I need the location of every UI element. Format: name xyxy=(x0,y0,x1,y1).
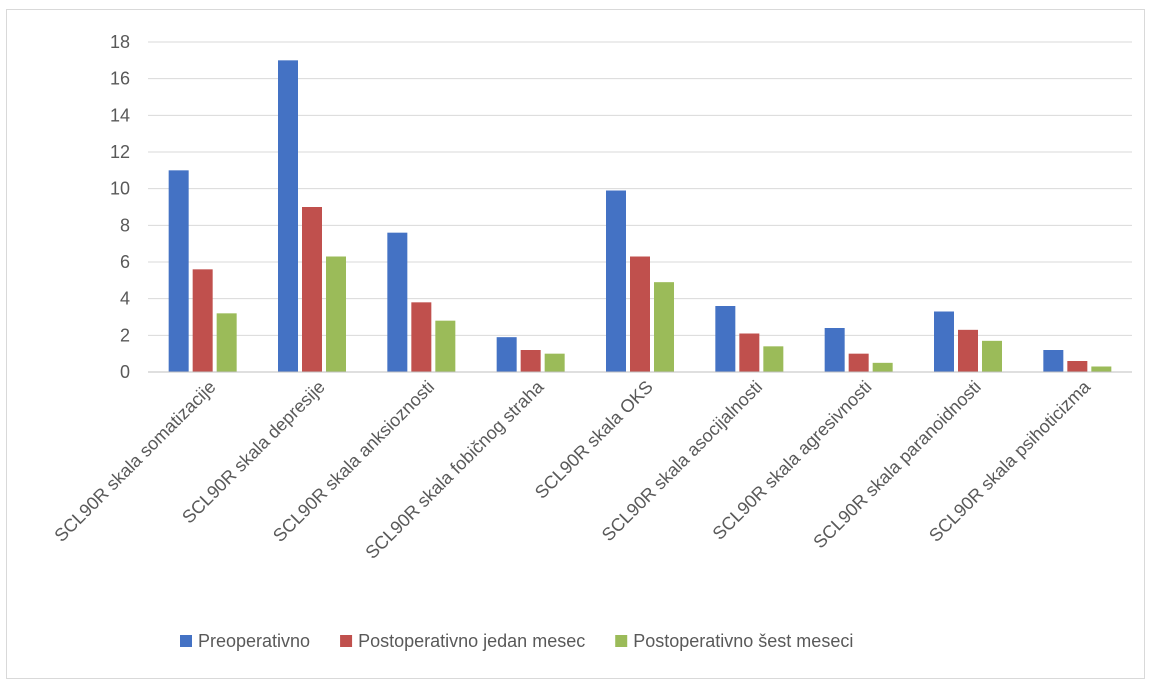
bar xyxy=(1043,350,1064,372)
legend-swatch xyxy=(615,635,628,647)
y-axis-ticks: 0 2 4 6 8 10 12 14 16 18 xyxy=(110,32,130,382)
bar xyxy=(763,346,784,372)
y-tick-label: 12 xyxy=(110,142,130,162)
bars xyxy=(168,60,1112,372)
bar xyxy=(848,353,869,372)
y-tick-label: 14 xyxy=(110,105,130,125)
y-tick-label: 4 xyxy=(120,289,130,309)
bar xyxy=(824,328,845,372)
x-category-label: SCL90R skala fobičnog straha xyxy=(361,376,548,563)
bar xyxy=(326,256,346,372)
bar xyxy=(958,329,978,372)
bar xyxy=(520,350,541,372)
y-tick-label: 18 xyxy=(110,32,130,52)
bar xyxy=(216,313,237,372)
bar xyxy=(739,333,760,372)
legend-label: Postoperativno šest meseci xyxy=(633,631,853,651)
bar xyxy=(192,269,213,372)
bar xyxy=(1067,361,1088,372)
bar xyxy=(496,337,517,372)
legend-label: Postoperativno jedan mesec xyxy=(358,631,585,651)
bar xyxy=(630,256,650,372)
bar xyxy=(168,170,189,372)
y-tick-label: 6 xyxy=(120,252,130,272)
bar xyxy=(715,306,736,372)
y-tick-label: 16 xyxy=(110,69,130,89)
bar xyxy=(302,207,322,372)
bar xyxy=(435,320,456,372)
legend-label: Preoperativno xyxy=(198,631,310,651)
bar xyxy=(278,60,298,372)
bar xyxy=(654,282,674,372)
bar xyxy=(982,340,1002,372)
x-category-label: SCL90R skala OKS xyxy=(531,377,657,503)
y-tick-label: 10 xyxy=(110,179,130,199)
y-tick-label: 2 xyxy=(120,325,130,345)
bar xyxy=(1091,366,1112,372)
bar xyxy=(872,362,893,372)
bar xyxy=(387,232,408,372)
bar xyxy=(934,311,954,372)
legend: Preoperativno Postoperativno jedan mesec P… xyxy=(180,631,853,651)
legend-swatch xyxy=(180,635,192,647)
legend-swatch xyxy=(340,635,353,647)
bar xyxy=(606,190,626,372)
bar xyxy=(544,353,565,372)
bar xyxy=(411,302,432,372)
y-tick-label: 8 xyxy=(120,215,130,235)
y-tick-label: 0 xyxy=(120,362,130,382)
